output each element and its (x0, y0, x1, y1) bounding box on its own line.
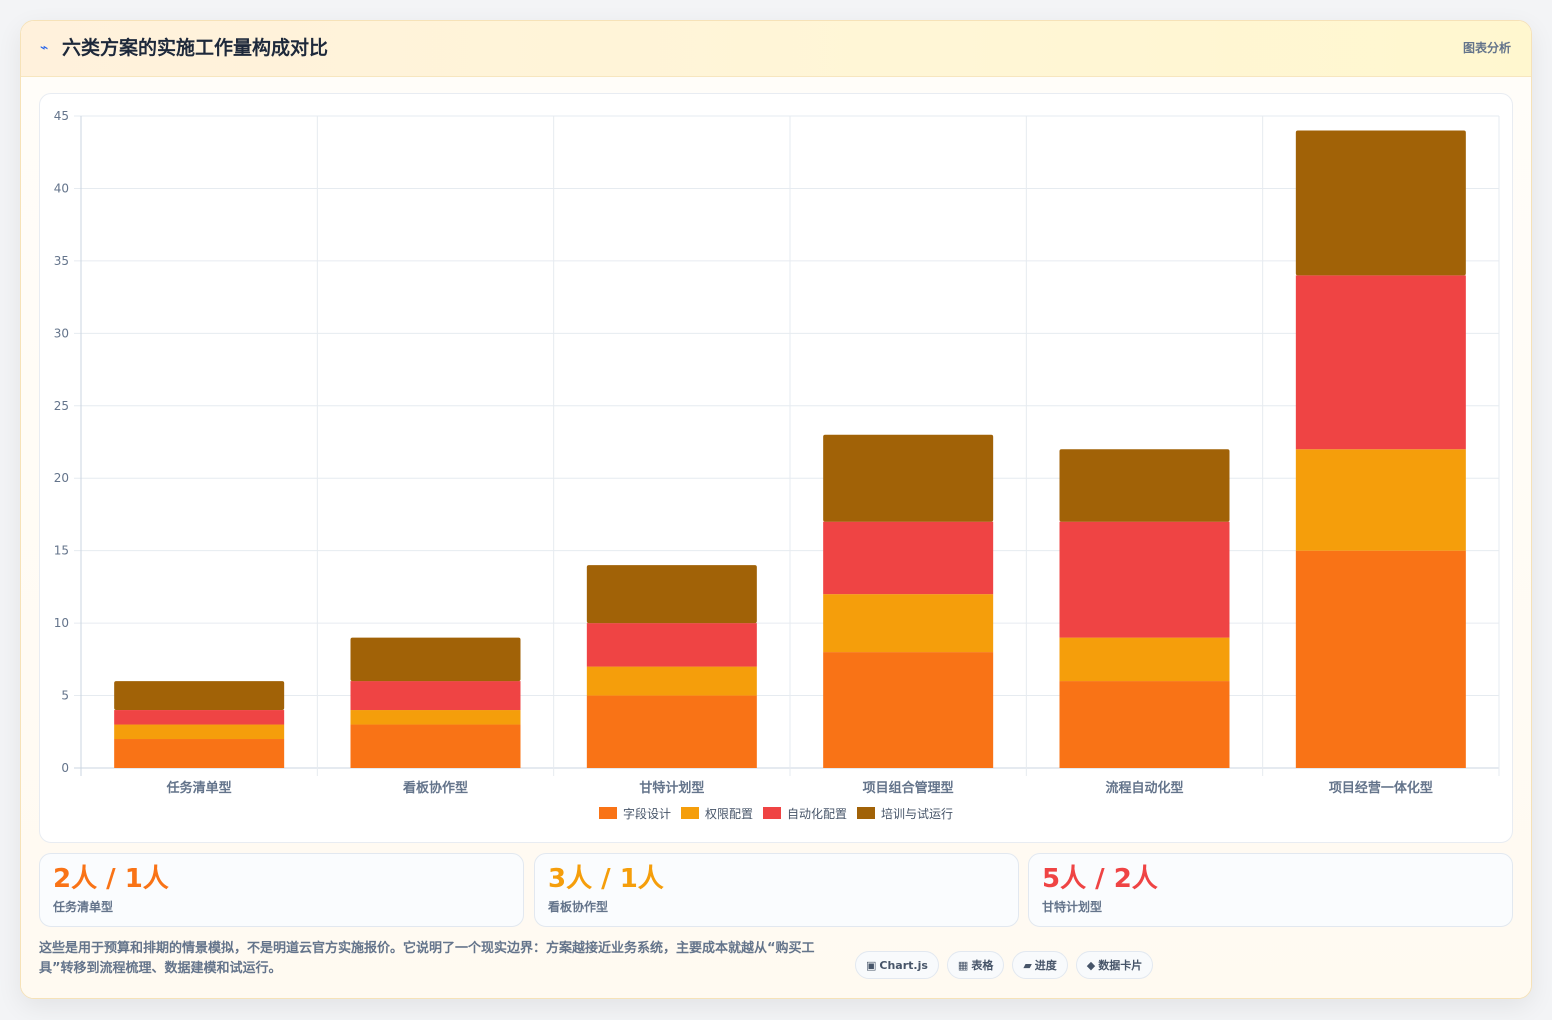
stat-value: 3人 / 1人 (548, 864, 664, 894)
chart-analysis-tag: 图表分析 (1462, 41, 1511, 55)
x-tick-label: 看板协作型 (403, 780, 468, 796)
stat-card-task-list: 2人 / 1人 任务清单型 (39, 853, 524, 927)
bar-segment (1059, 449, 1230, 522)
y-tick-label: 5 (61, 689, 69, 703)
legend-swatch (681, 807, 699, 819)
lightning-icon: ⌁ (40, 40, 49, 56)
stat-label: 甘特计划型 (1042, 900, 1103, 914)
card-header: ⌁ 六类方案的实施工作量构成对比 图表分析 (21, 21, 1531, 77)
bar-segment (114, 739, 285, 768)
card-title: 六类方案的实施工作量构成对比 (62, 37, 329, 59)
bar-segment (823, 652, 994, 768)
legend-swatch (599, 807, 617, 819)
stat-card-gantt: 5人 / 2人 甘特计划型 (1028, 853, 1513, 927)
badge-table[interactable]: ▦ 表格 (946, 951, 1005, 979)
bar-segment (823, 434, 994, 522)
bar-segment (1059, 637, 1230, 682)
bar-segment (114, 724, 285, 740)
bar-segment (350, 724, 521, 768)
x-tick-label: 项目组合管理型 (863, 780, 954, 796)
bar-segment (350, 637, 521, 682)
stat-label: 看板协作型 (548, 900, 609, 914)
x-tick-label: 甘特计划型 (639, 780, 704, 796)
stat-card-kanban: 3人 / 1人 看板协作型 (534, 853, 1019, 927)
bar-segment (1059, 521, 1230, 638)
badge-label: Chart.js (879, 958, 928, 972)
bar-segment (1295, 130, 1466, 276)
stat-value: 5人 / 2人 (1042, 864, 1158, 894)
bar-segment (586, 695, 757, 768)
y-tick-label: 15 (54, 544, 69, 558)
badge-chartjs[interactable]: ▣ Chart.js (855, 951, 939, 979)
y-tick-label: 10 (54, 616, 69, 630)
stacked-bar-chart: 0 5 10 15 20 25 30 35 40 45 任务清单型 看板协作型 甘特计划型 项目组合管理型… (54, 109, 1500, 821)
y-tick-label: 35 (54, 254, 69, 268)
bar-segment (114, 710, 285, 725)
bar-segment (350, 681, 521, 711)
y-tick-label: 45 (54, 109, 69, 123)
stat-value: 2人 / 1人 (53, 864, 169, 894)
bar-segment (114, 681, 285, 711)
bar-segment (1059, 681, 1230, 768)
legend-swatch (857, 807, 875, 819)
badge-data-card[interactable]: ◆ 数据卡片 (1075, 951, 1154, 979)
badge-label: 数据卡片 (1098, 959, 1143, 972)
bar-segment (350, 710, 521, 725)
legend-label: 字段设计 (623, 806, 671, 821)
chart-panel: 0 5 10 15 20 25 30 35 40 45 任务清单型 看板协作型 甘特计划型 项目组合管理型… (39, 93, 1513, 843)
bar-segment (586, 666, 757, 696)
stat-label: 任务清单型 (53, 900, 114, 914)
diamond-icon: ◆ (1086, 958, 1096, 972)
y-tick-label: 20 (54, 471, 69, 485)
badge-label: 进度 (1034, 959, 1057, 972)
chart-card: ⌁ 六类方案的实施工作量构成对比 图表分析 0 5 10 15 20 25 30 35 40 45… (20, 20, 1532, 999)
x-tick-label: 任务清单型 (166, 780, 232, 796)
x-tick-label: 项目经营一体化型 (1329, 780, 1433, 796)
chart-icon: ▣ (866, 958, 877, 972)
legend-label: 自动化配置 (787, 807, 847, 821)
bar-segment (586, 623, 757, 667)
progress-icon: ▰ (1023, 958, 1032, 972)
bar-segment (823, 521, 994, 595)
table-icon: ▦ (957, 958, 969, 972)
feature-badges: ▣ Chart.js ▦ 表格 ▰ 进度 ◆ 数据卡片 (855, 951, 1154, 979)
legend-label: 权限配置 (705, 807, 753, 821)
y-tick-label: 30 (54, 326, 69, 340)
y-tick-label: 25 (54, 399, 69, 413)
disclaimer-note: 这些是用于预算和排期的情景模拟，不是明道云官方实施报价。它说明了一个现实边界：方… (39, 941, 815, 976)
bar-segment (823, 594, 994, 653)
legend-label: 培训与试运行 (881, 806, 953, 821)
bar-segment (586, 565, 757, 624)
y-tick-label: 0 (61, 761, 69, 775)
legend-swatch (763, 807, 781, 819)
badge-progress[interactable]: ▰ 进度 (1012, 951, 1068, 979)
bar-segment (1295, 275, 1466, 450)
bar-segment (1295, 550, 1466, 768)
y-tick-label: 40 (54, 181, 69, 195)
bar-segment (1295, 449, 1466, 551)
badge-label: 表格 (971, 959, 994, 972)
x-tick-label: 流程自动化型 (1105, 780, 1183, 796)
